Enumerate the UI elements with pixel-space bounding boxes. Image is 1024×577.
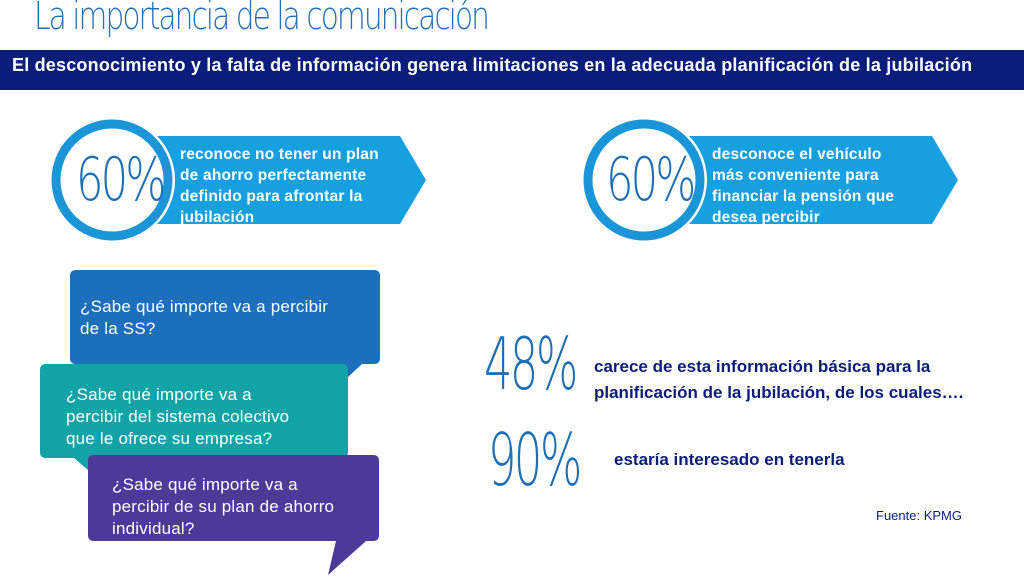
speech-bubble-icon [40,364,348,482]
page-title: La importancia de la comunicación [34,0,490,38]
stat-left-line: reconoce no tener un plan [180,146,379,163]
stat-right-line: más conveniente para [712,167,879,184]
stat-right: 60% desconoce el vehículo más convenient… [581,117,962,248]
banner-text: El desconocimiento y la falta de informa… [12,55,973,75]
question-bubble-ss: ¿Sabe qué importe va a percibir de la SS… [70,270,382,400]
stat-left-text: reconoce no tener un plan de ahorro perf… [180,144,379,228]
question-line: de la SS? [80,319,156,338]
question-text: ¿Sabe qué importe va a percibir de la SS… [80,296,328,340]
question-line: percibir de su plan de ahorro [112,497,335,516]
stat-48-text: carece de esta información básica para l… [594,354,963,406]
question-line: percibir del sistema colectivo [66,407,290,426]
question-line: ¿Sabe qué importe va a percibir [80,297,329,316]
stat-48-number: 48% [484,322,578,406]
question-bubble-company: ¿Sabe qué importe va a percibir del sist… [40,364,352,494]
speech-bubble-icon [88,455,379,575]
stat-right-line: desconoce el vehículo [712,146,882,163]
question-line: ¿Sabe qué importe va a [112,475,298,494]
source-note: Fuente: KPMG [876,508,962,523]
stat-left-graphic [49,117,426,243]
question-line: ¿Sabe qué importe va a [66,385,252,404]
question-text: ¿Sabe qué importe va a percibir de su pl… [112,474,334,540]
stat-48-line: planificación de la jubilación, de los c… [594,383,964,402]
stat-48-line: carece de esta información básica para l… [594,357,931,376]
stat-right-text: desconoce el vehículo más conveniente pa… [712,144,894,228]
stat-left-line: jubilación [180,209,255,226]
stat-left-number: 60% [76,145,166,215]
speech-bubble-icon [70,270,380,392]
question-bubble-individual: ¿Sabe qué importe va a percibir de su pl… [88,455,383,577]
stat-right-number: 60% [606,145,696,215]
question-line: individual? [112,519,195,538]
stat-right-line: desea percibir [712,209,820,226]
stat-left-line: definido para afrontar la [180,188,363,205]
stat-left: 60% reconoce no tener un plan de ahorro … [49,117,430,248]
stat-90-number: 90% [488,418,582,502]
stat-90-text: estaría interesado en tenerla [614,450,845,469]
stat-right-graphic [581,117,958,243]
stat-left-line: de ahorro perfectamente [180,167,367,184]
stat-right-line: financiar la pensión que [712,188,895,205]
question-text: ¿Sabe qué importe va a percibir del sist… [66,384,289,450]
question-line: que le ofrece su empresa? [66,429,273,448]
subtitle-banner: El desconocimiento y la falta de informa… [0,50,1024,90]
